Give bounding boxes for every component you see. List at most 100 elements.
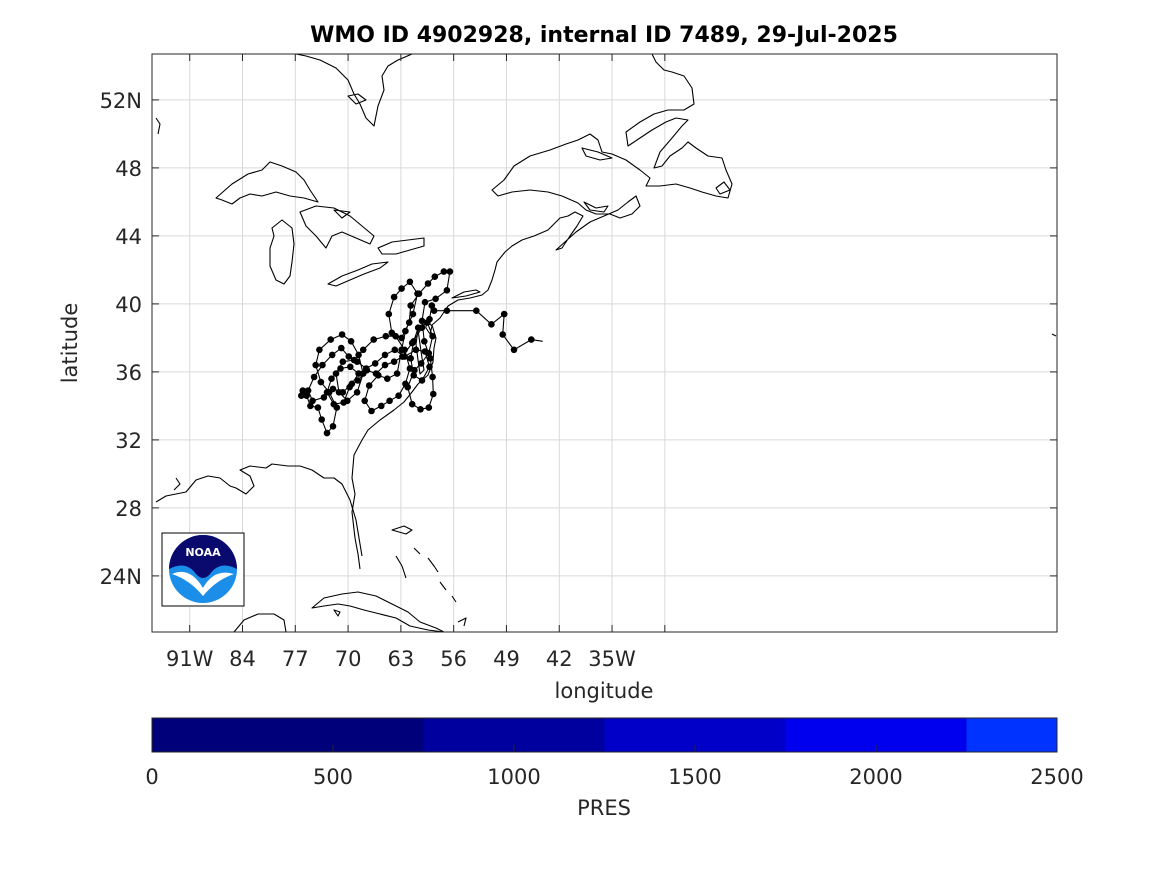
- profile-point: [398, 346, 405, 354]
- bahamas-2: [395, 555, 407, 579]
- profile-point: [381, 361, 389, 369]
- profile-point: [408, 339, 416, 347]
- coastline-labrador-north: [155, 117, 161, 135]
- map-background: [152, 54, 1057, 632]
- profile-point: [473, 307, 480, 315]
- profile-point: [318, 416, 326, 423]
- y-tick-label: 52N: [100, 89, 142, 113]
- profile-point: [314, 404, 322, 411]
- profile-point: [429, 332, 436, 340]
- y-tick-label: 44: [115, 225, 142, 249]
- azores-edge: [1051, 333, 1057, 337]
- noaa-logo: NOAA: [161, 532, 245, 607]
- profile-point: [307, 402, 314, 410]
- profile-point: [304, 387, 312, 394]
- profile-point: [399, 353, 406, 360]
- profile-point: [323, 389, 331, 396]
- bahamas-3: [413, 547, 421, 555]
- logo-top: [169, 535, 237, 578]
- colorbar-tick-label: 0: [145, 765, 158, 789]
- profile-point: [359, 346, 367, 354]
- colorbar-segments: [152, 718, 1057, 752]
- y-ticks: 24N 28 32 36 40 44 48 52N: [100, 89, 1057, 589]
- profile-point: [426, 363, 433, 371]
- map-grid: [152, 54, 1057, 632]
- profile-point: [500, 310, 508, 318]
- map-frame: [151, 53, 1058, 633]
- profile-point: [409, 310, 417, 318]
- profile-point: [319, 361, 326, 369]
- profile-point: [424, 280, 432, 287]
- x-tick-label: 84: [229, 647, 256, 671]
- profile-point: [410, 372, 418, 379]
- y-tick-label: 48: [115, 157, 142, 181]
- profile-point: [370, 336, 378, 343]
- profile-point: [338, 344, 345, 352]
- y-tick-label: 32: [115, 429, 142, 453]
- lake-huron: [299, 205, 375, 249]
- bahamas-6: [451, 595, 457, 603]
- profile-point: [402, 327, 409, 335]
- profile-point: [432, 295, 439, 303]
- coastline-east: [351, 53, 733, 570]
- coastline-anticosti: [581, 147, 613, 161]
- hispaniola-edge: [457, 617, 467, 627]
- profile-point: [303, 392, 310, 400]
- profile-point: [385, 310, 393, 318]
- profile-point: [406, 278, 414, 286]
- profile-point: [371, 360, 379, 367]
- profile-point: [298, 392, 305, 400]
- profile-point: [346, 383, 353, 391]
- profile-point: [417, 406, 424, 413]
- bahamas-1: [391, 525, 413, 535]
- profile-point: [395, 392, 402, 400]
- yucatan: [233, 613, 287, 633]
- profile-point: [391, 346, 399, 354]
- profile-point: [372, 370, 380, 377]
- profile-point: [329, 423, 337, 430]
- profile-point: [418, 377, 426, 384]
- profile-point: [430, 390, 437, 398]
- profile-point: [329, 385, 337, 393]
- profile-point: [421, 298, 429, 306]
- profile-point: [510, 346, 518, 354]
- colorbar-segment: [966, 718, 1057, 752]
- profile-point: [347, 363, 354, 371]
- profile-point: [405, 319, 413, 326]
- profile-point: [398, 334, 405, 342]
- profile-point: [363, 366, 371, 374]
- colorbar-ticks: 0 500 1000 1500 2000 2500: [145, 745, 1084, 789]
- profile-point: [384, 375, 391, 383]
- coastline-long-island: [451, 289, 481, 299]
- profile-point: [499, 331, 507, 338]
- x-tick-label: 35W: [588, 647, 636, 671]
- y-axis-label: latitude: [58, 303, 82, 384]
- colorbar-tick-label: 2500: [1030, 765, 1083, 789]
- profile-point: [528, 336, 535, 343]
- lake-superior: [215, 161, 319, 205]
- profile-point: [345, 353, 353, 360]
- profile-point: [355, 370, 362, 377]
- y-tick-label: 24N: [100, 565, 142, 589]
- bahamas-4: [427, 557, 439, 573]
- x-tick-label: 42: [546, 647, 573, 671]
- profile-point: [339, 389, 347, 396]
- profile-point: [425, 404, 433, 411]
- profile-point: [338, 331, 346, 338]
- profile-point: [411, 366, 418, 374]
- profile-point: [412, 346, 420, 354]
- profile-point: [426, 315, 433, 323]
- x-ticks: 91W 84 77 70 63 56 49 42 35W: [166, 54, 666, 671]
- profile-point: [368, 407, 375, 415]
- profile-point: [421, 338, 428, 345]
- gulf-coast: [155, 463, 363, 557]
- lake-erie: [327, 261, 389, 287]
- profile-point: [443, 307, 451, 315]
- profile-point: [330, 400, 338, 408]
- profile-point: [309, 397, 316, 405]
- profile-point: [381, 351, 389, 359]
- profile-point: [328, 351, 336, 359]
- y-tick-label: 36: [115, 361, 142, 385]
- gulf-coast-texas: [173, 477, 181, 491]
- map-axes: NOAA 91W 84 77 70 63 56 49 42 35W 24N 28 32 36 40 44 4…: [100, 53, 1058, 671]
